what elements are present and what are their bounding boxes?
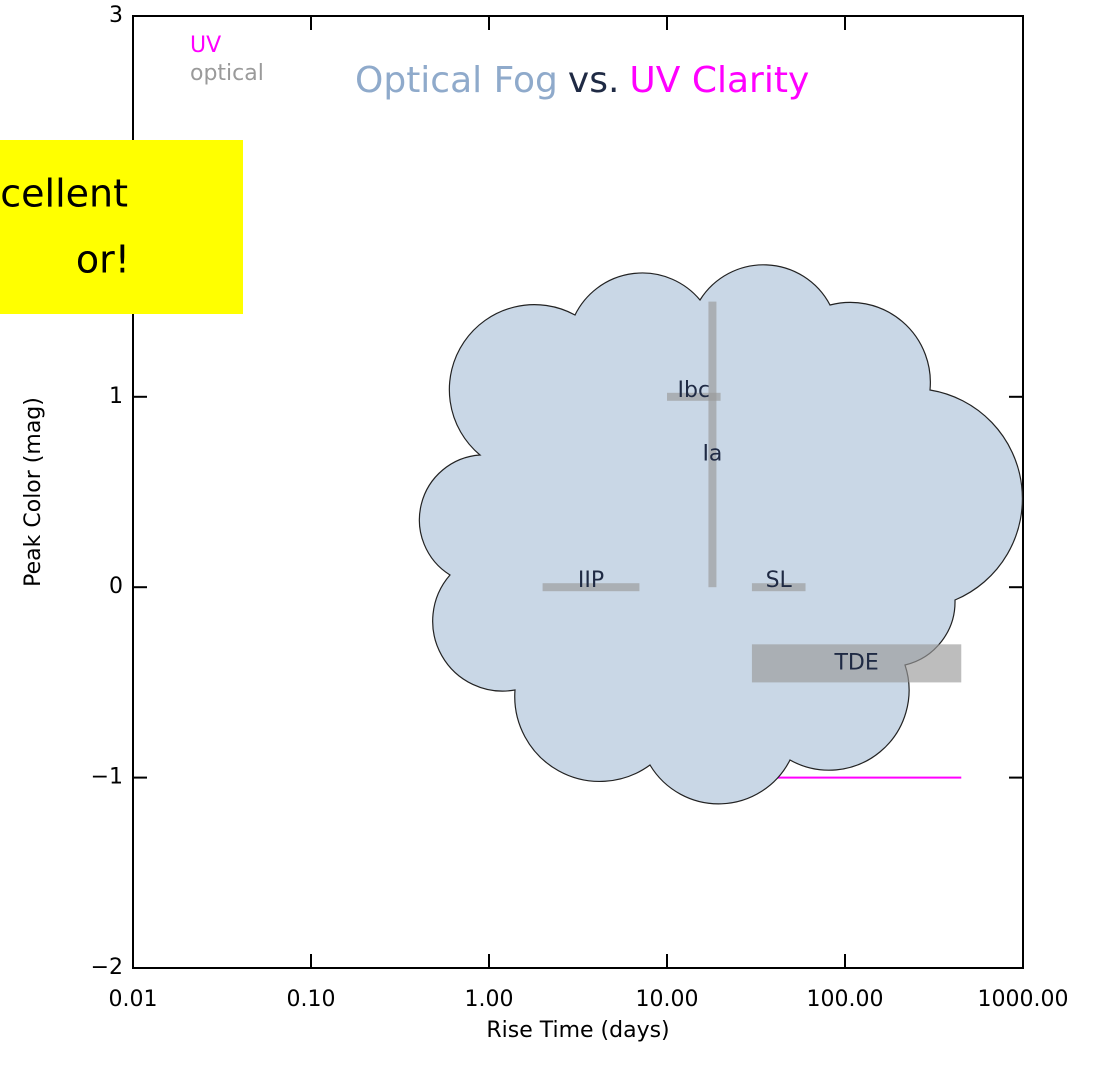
callout-box (0, 140, 243, 314)
title-part: UV Clarity (629, 60, 809, 101)
legend-entry: UV (190, 33, 221, 58)
range-label: SL (766, 568, 793, 593)
range-label: IIP (578, 568, 604, 593)
legend-entry: optical (190, 61, 264, 86)
y-tick-label: 3 (109, 3, 123, 28)
x-tick-label: 1000.00 (978, 987, 1069, 1012)
y-tick-label: −2 (91, 955, 123, 980)
callout-text: cellent (0, 172, 128, 216)
range-bar (752, 777, 961, 779)
range-label: TDE (833, 650, 878, 675)
x-tick-label: 10.00 (636, 987, 699, 1012)
x-tick-label: 0.10 (287, 987, 336, 1012)
chart: Ibc Ia IIP SL TDE cellent or! Rise Time (day… (0, 0, 1096, 1071)
y-tick-label: 0 (109, 574, 123, 599)
x-tick-label: 1.00 (465, 987, 514, 1012)
x-tick-label: 100.00 (807, 987, 884, 1012)
range-label: Ia (702, 441, 722, 466)
range-label: Ibc (678, 378, 711, 403)
x-tick-label: 0.01 (109, 987, 158, 1012)
callout-text: or! (76, 238, 130, 282)
fog-cloud (419, 265, 1022, 804)
y-tick-label: 1 (109, 384, 123, 409)
title-part: Optical Fog (355, 60, 558, 101)
title-part: vs. (568, 60, 620, 101)
y-tick-label: −1 (91, 765, 123, 790)
y-axis-label: Peak Color (mag) (21, 397, 46, 587)
x-axis-label: Rise Time (days) (486, 1018, 669, 1043)
